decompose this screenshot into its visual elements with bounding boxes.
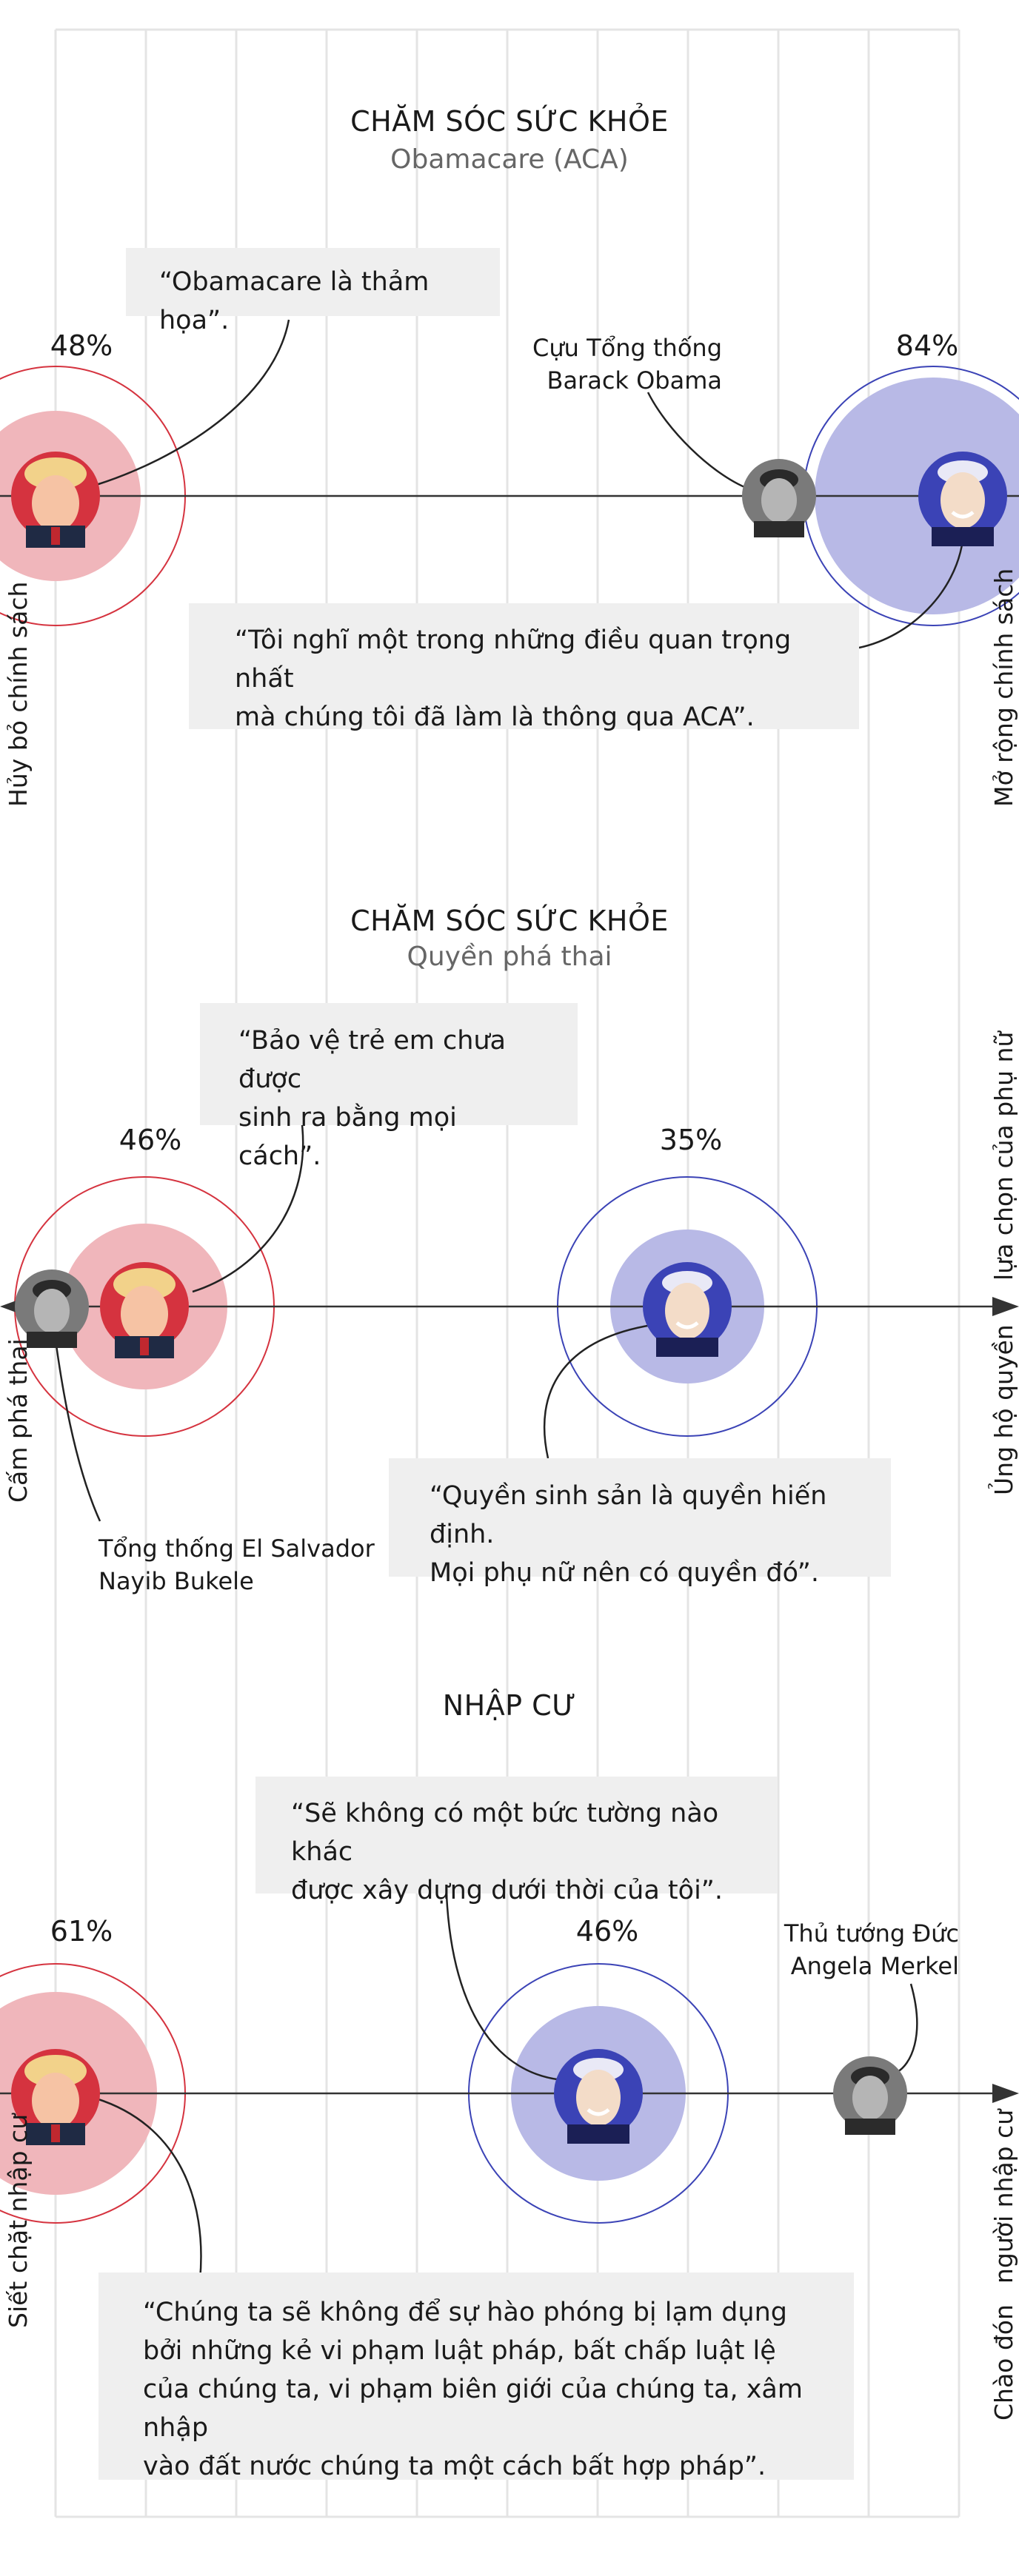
other-leader-name: Thủ tướng Đức Angela Merkel: [784, 1919, 959, 1980]
section-3-graphic: [0, 1894, 1019, 2281]
trump-quote-line: bởi những kẻ vi phạm luật pháp, bất chấp…: [143, 2336, 776, 2366]
axis-right-label-line-1: Chào đón: [989, 2304, 1018, 2421]
leader-line: [96, 2097, 202, 2281]
biden-quote-line: được xây dựng dưới thời của tôi”.: [291, 1876, 724, 1905]
biden-quote-line: mà chúng tôi đã làm là thông qua ACA”.: [235, 702, 755, 732]
biden-percent: 35%: [659, 1124, 723, 1156]
trump-percent: 48%: [50, 329, 113, 362]
biden-quote-line: “Quyền sinh sản là quyền hiến định.: [430, 1481, 827, 1549]
axis-right-label-line-2: lựa chọn của phụ nữ: [989, 1031, 1018, 1281]
trump-quote-line: “Chúng ta sẽ không để sự hào phóng bị lạ…: [143, 2298, 787, 2327]
trump-quote-line: “Bảo vệ trẻ em chưa được: [238, 1026, 507, 1094]
trump-quote: “Obamacare là thảm họa”.: [159, 267, 430, 335]
biden-percent: 84%: [895, 329, 959, 362]
section-1-title: CHĂM SÓC SỨC KHỎE: [350, 105, 669, 138]
axis-left-label: Hủy bỏ chính sách: [4, 581, 33, 807]
leader-line: [445, 1894, 564, 2082]
section-1-graphic: [0, 319, 1019, 649]
leader-line: [647, 392, 749, 490]
leader-line: [96, 319, 290, 486]
axis-arrow-right: [992, 1297, 1019, 1316]
trump-quote-box: “Chúng ta sẽ không để sự hào phóng bị lạ…: [98, 2273, 854, 2481]
axis-right-label: Mở rộng chính sách: [989, 568, 1018, 807]
axis-right-label-line-1: Ủng hộ quyền: [989, 1324, 1018, 1495]
biden-quote-line: “Tôi nghĩ một trong những điều quan trọn…: [235, 625, 792, 694]
leader-line: [192, 1124, 304, 1293]
trump-quote-line: sinh ra bằng mọi cách”.: [238, 1103, 457, 1171]
leader-line: [543, 1324, 652, 1459]
leader-line: [895, 1983, 918, 2074]
leader-line: [54, 1339, 101, 1522]
section-2-graphic: [0, 1124, 1019, 1522]
biden-quote-line: Mọi phụ nữ nên có quyền đó”.: [430, 1558, 820, 1588]
section-3-title: NHẬP CƯ: [442, 1689, 577, 1722]
trump-quote-line: của chúng ta, vi phạm biên giới của chún…: [143, 2375, 803, 2443]
section-2-title: CHĂM SÓC SỨC KHỎE: [350, 905, 669, 937]
merkel-portrait-icon: [833, 2056, 907, 2135]
biden-quote-line: “Sẽ không có một bức tường nào khác: [291, 1799, 719, 1867]
trump-quote-box: “Bảo vệ trẻ em chưa được sinh ra bằng mọ…: [200, 1003, 578, 1171]
biden-quote-box: “Sẽ không có một bức tường nào khác được…: [255, 1777, 778, 1905]
axis-right-label-line-2: người nhập cư: [989, 2109, 1018, 2284]
trump-percent: 61%: [50, 1915, 113, 1948]
trump-quote-line: vào đất nước chúng ta một cách bất hợp p…: [143, 2452, 766, 2481]
leader-line: [858, 540, 964, 649]
biden-percent: 46%: [575, 1915, 639, 1948]
trump-quote-box: “Obamacare là thảm họa”.: [126, 248, 500, 335]
biden-portrait-icon: [643, 1262, 732, 1357]
axis-left-label: Siết chặt nhập cư: [4, 2113, 33, 2328]
section-1-subtitle: Obamacare (ACA): [390, 144, 629, 175]
biden-portrait-icon: [554, 2049, 643, 2144]
biden-quote-box: “Tôi nghĩ một trong những điều quan trọn…: [189, 603, 859, 732]
axis-left-label: Cấm phá thai: [4, 1338, 33, 1503]
obama-portrait-icon: [742, 459, 816, 537]
biden-portrait-icon: [918, 452, 1007, 546]
other-leader-name: Tổng thống El Salvador Nayib Bukele: [98, 1534, 375, 1595]
section-2-subtitle: Quyền phá thai: [407, 942, 612, 972]
other-leader-name: Cựu Tổng thống Barack Obama: [532, 334, 722, 395]
trump-percent: 46%: [118, 1124, 182, 1156]
biden-quote-box: “Quyền sinh sản là quyền hiến định. Mọi …: [389, 1458, 891, 1588]
axis-arrow-right: [992, 2084, 1019, 2103]
